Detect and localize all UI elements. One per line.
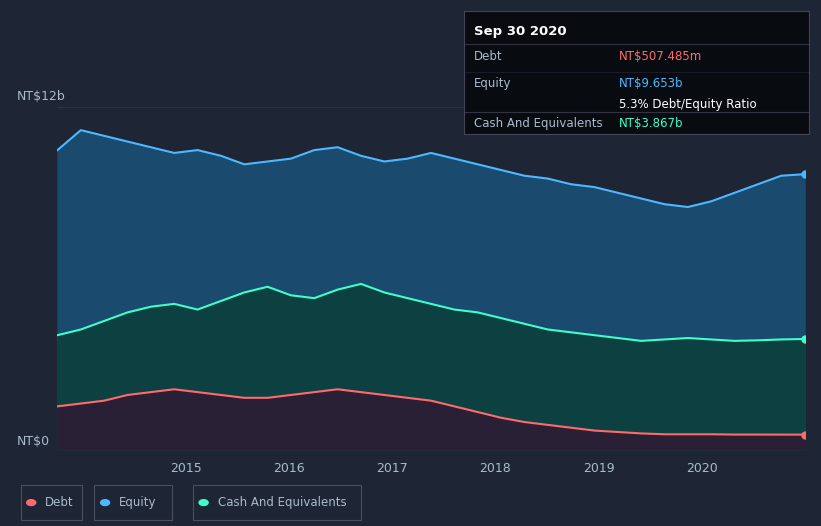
- Text: Debt: Debt: [475, 50, 502, 63]
- Text: Equity: Equity: [475, 77, 511, 90]
- Text: Sep 30 2020: Sep 30 2020: [475, 25, 566, 38]
- Text: NT$12b: NT$12b: [16, 90, 65, 103]
- Text: 5.3% Debt/Equity Ratio: 5.3% Debt/Equity Ratio: [619, 98, 757, 112]
- Text: Debt: Debt: [45, 496, 74, 509]
- Text: Cash And Equivalents: Cash And Equivalents: [218, 496, 346, 509]
- Text: NT$507.485m: NT$507.485m: [619, 50, 702, 63]
- Text: NT$9.653b: NT$9.653b: [619, 77, 684, 90]
- Text: Equity: Equity: [119, 496, 157, 509]
- Text: NT$0: NT$0: [16, 435, 49, 448]
- Text: Cash And Equivalents: Cash And Equivalents: [475, 117, 603, 130]
- Text: NT$3.867b: NT$3.867b: [619, 117, 684, 130]
